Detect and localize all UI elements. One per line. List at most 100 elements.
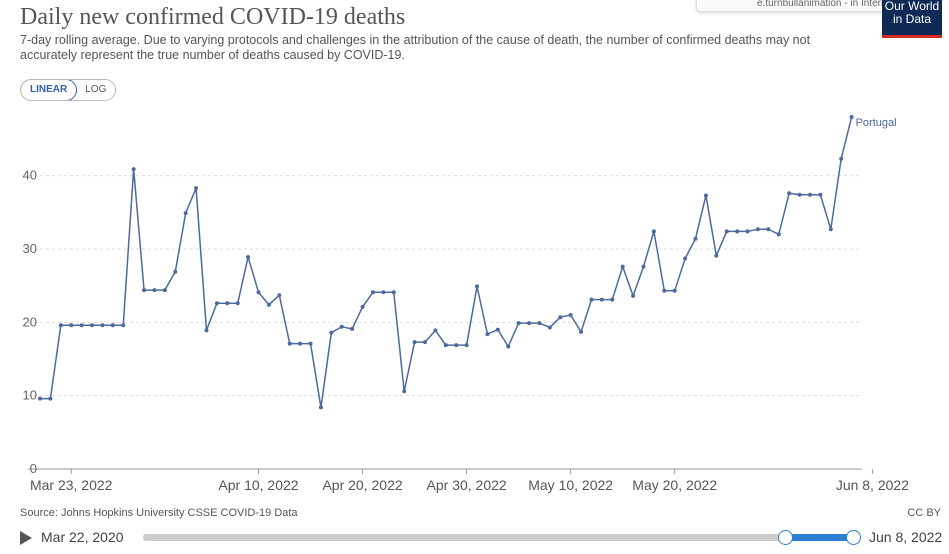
data-point [48, 396, 53, 401]
data-point [485, 332, 490, 337]
data-point [703, 193, 708, 198]
data-point [266, 302, 271, 307]
grid-layer [28, 175, 862, 397]
data-point [183, 211, 188, 216]
chart-title: Daily new confirmed COVID-19 deaths [20, 4, 406, 30]
axis-layer: 0 10 20 30 40 Mar 23, 2022 Apr 10, 2022 Apr 20,… [23, 168, 910, 493]
data-point [641, 264, 646, 269]
series-line [40, 116, 853, 408]
chart-subtitle: 7-day rolling average. Due to varying pr… [20, 33, 811, 62]
logo-line-1: Our World [884, 0, 940, 13]
data-point [693, 236, 698, 241]
x-tick-label: Apr 10, 2022 [218, 477, 298, 493]
data-point [121, 323, 126, 328]
data-point [38, 396, 42, 401]
y-tick-label: 30 [23, 241, 37, 256]
data-point [631, 293, 636, 298]
data-point [849, 115, 854, 119]
timeline-slider[interactable] [143, 530, 861, 545]
x-tick-label: May 20, 2022 [632, 477, 717, 493]
y-tick-label: 40 [23, 168, 37, 183]
y-tick-label: 20 [23, 314, 37, 329]
data-point [745, 229, 750, 234]
data-point [225, 301, 230, 306]
data-point [298, 341, 303, 346]
data-point [142, 288, 147, 293]
data-point [787, 191, 792, 196]
data-point [100, 323, 105, 328]
x-tick-label: Apr 20, 2022 [322, 477, 402, 493]
data-point [256, 290, 261, 295]
data-point [58, 323, 63, 328]
license-link[interactable]: CC BY [907, 507, 941, 519]
data-point [308, 341, 313, 346]
timeline-end-handle[interactable] [846, 530, 861, 545]
series-label: Portugal [856, 117, 897, 129]
chart-svg: 0 10 20 30 40 Mar 23, 2022 Apr 10, 2022 Apr 20,… [23, 115, 910, 493]
data-point [807, 192, 812, 197]
timeline-start-handle[interactable] [777, 530, 793, 545]
data-point [672, 288, 677, 293]
data-point [828, 227, 833, 232]
data-point [235, 301, 240, 306]
data-point [412, 340, 417, 345]
linear-scale-button[interactable]: LINEAR [21, 80, 78, 100]
data-point [454, 343, 459, 348]
owid-logo[interactable]: Our World in Data [882, 0, 942, 38]
timeline-start-date: Mar 22, 2020 [41, 529, 124, 545]
data-point [714, 253, 719, 258]
data-point [755, 227, 760, 232]
data-point [318, 405, 323, 410]
data-point [339, 324, 344, 329]
data-point [110, 323, 115, 328]
data-point [516, 321, 521, 326]
log-scale-button[interactable]: LOG [85, 84, 107, 95]
scale-toggle[interactable]: LINEAR LOG [20, 79, 117, 101]
data-point [839, 156, 844, 161]
x-tick-label: Mar 23, 2022 [30, 477, 113, 493]
logo-accent-bar [882, 35, 942, 38]
data-point [776, 232, 781, 237]
timeline-end-date: Jun 8, 2022 [869, 529, 943, 545]
data-point [162, 288, 167, 293]
data-point [131, 167, 136, 172]
data-point [724, 229, 729, 234]
data-point [391, 290, 396, 295]
data-point [69, 323, 74, 328]
data-point [422, 340, 427, 345]
data-point [568, 313, 573, 317]
data-point [537, 321, 542, 326]
y-tick-label: 10 [23, 388, 37, 403]
data-point [610, 297, 615, 302]
data-point [558, 315, 563, 320]
data-point [818, 192, 823, 197]
data-point [620, 264, 625, 269]
data-point [547, 325, 552, 330]
data-point [475, 284, 480, 289]
data-point [651, 229, 656, 234]
data-point [381, 290, 386, 295]
data-point [287, 341, 292, 346]
data-point [277, 293, 282, 298]
play-icon[interactable] [20, 531, 32, 545]
data-point [350, 326, 355, 331]
timeline-selected-range [784, 534, 853, 541]
source-note: Source: Johns Hopkins University CSSE CO… [20, 507, 298, 519]
data-point [766, 227, 771, 232]
data-point [527, 321, 532, 326]
data-point [506, 344, 511, 349]
x-tick-label: May 10, 2022 [528, 477, 613, 493]
data-point [599, 297, 604, 302]
data-point [360, 304, 365, 309]
data-point [246, 255, 251, 260]
data-point [173, 269, 178, 274]
data-point [329, 330, 334, 335]
data-point [90, 323, 95, 328]
data-point [79, 323, 84, 328]
data-point [152, 288, 157, 293]
series-layer: Portugal [38, 115, 897, 410]
x-tick-label: Jun 8, 2022 [836, 477, 909, 493]
x-tick-label: Apr 30, 2022 [427, 477, 507, 493]
data-point [797, 192, 802, 197]
data-point [735, 229, 740, 234]
